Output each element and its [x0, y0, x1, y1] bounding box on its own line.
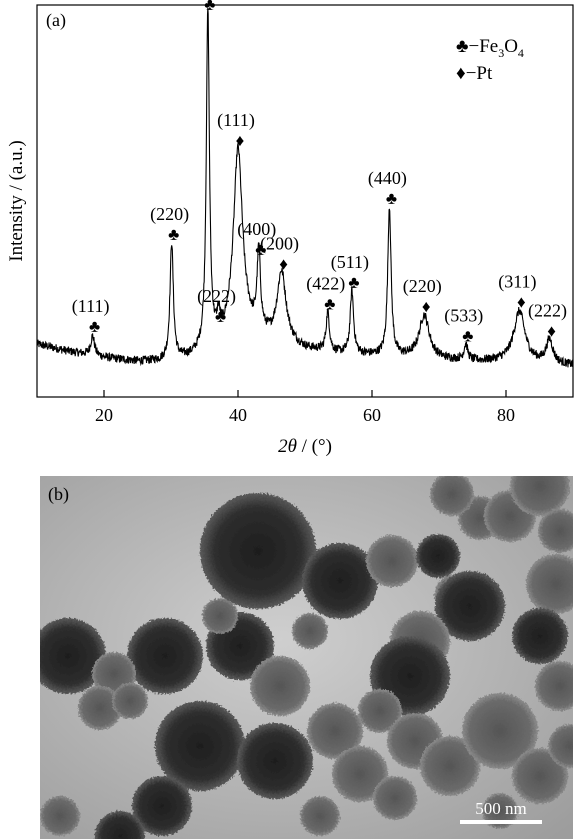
x-axis-unit: / (°): [297, 436, 332, 457]
nanoparticle-2: [366, 535, 418, 587]
peak-marker-club-7: ♣: [324, 294, 335, 313]
peak-label-11: (533): [444, 306, 483, 327]
x-tick-label-80: 80: [497, 405, 515, 425]
peak-marker-club-0: ♣: [89, 317, 100, 336]
nanoparticle-27: [112, 683, 148, 719]
peak-label-7: (422): [306, 273, 345, 294]
peak-label-10: (220): [403, 276, 442, 297]
panel-label-b: (b): [48, 484, 69, 505]
peak-marker-club-9: ♣: [386, 189, 397, 208]
nanoparticle-31: [332, 746, 388, 802]
legend-diamond-symbol: ♦: [456, 63, 466, 84]
x-tick-label-60: 60: [363, 405, 381, 425]
xrd-trace: [36, 7, 574, 368]
peak-marker-club-2: ♣: [204, 0, 215, 14]
nanoparticle-17: [420, 736, 480, 796]
peak-label-4: (111): [217, 110, 255, 131]
nanoparticle-28: [155, 701, 245, 791]
nanoparticle-34: [132, 776, 192, 836]
scale-bar-label: 500 nm: [475, 799, 526, 818]
x-axis-symbol: 2θ: [278, 436, 297, 457]
nanoparticle-12: [435, 571, 505, 641]
nanoparticle-39: [548, 724, 573, 768]
nanoparticle-38: [292, 613, 328, 649]
nanoparticle-19: [512, 748, 568, 804]
legend-dash: −: [468, 36, 479, 57]
legend-club-symbol: ♣: [456, 36, 468, 57]
nanoparticle-10: [526, 554, 573, 614]
peak-marker-club-5: ♣: [255, 240, 266, 259]
nanoparticle-37: [202, 598, 238, 634]
nanoparticle-21: [127, 618, 203, 694]
peak-marker-diamond-10: ♦: [422, 297, 431, 316]
plot-frame: [36, 4, 574, 398]
peak-label-6: (200): [260, 234, 299, 255]
legend-entry-fe3o4: ♣−Fe3O4: [456, 36, 524, 60]
nanoparticle-35: [95, 811, 145, 839]
peak-marker-diamond-6: ♦: [279, 255, 288, 274]
nanoparticle-8: [510, 476, 570, 516]
nanoparticle-9: [538, 509, 573, 553]
peak-label-12: (311): [498, 272, 536, 293]
legend-fe-label: Fe: [479, 36, 498, 57]
nanoparticle-6: [430, 476, 474, 516]
tem-micrograph: (b) 500 nm: [40, 476, 573, 839]
nanoparticle-26: [78, 686, 122, 730]
peak-marker-diamond-13: ♦: [547, 322, 556, 341]
x-axis-ticks: 20 40 60 80: [95, 390, 515, 425]
peak-marker-club-1: ♣: [168, 225, 179, 244]
nanoparticle-36: [40, 796, 80, 836]
scale-bar: [460, 820, 542, 824]
y-axis-label: Intensity / (a.u.): [6, 140, 27, 261]
nanoparticle-20: [535, 661, 573, 711]
x-tick-label-20: 20: [95, 405, 113, 425]
nanoparticle-cluster: [40, 476, 573, 839]
panel-label-a: (a): [46, 10, 66, 31]
nanoparticle-15: [358, 689, 402, 733]
peak-marker-club-8: ♣: [348, 273, 359, 292]
nanoparticle-23: [250, 656, 310, 716]
peak-label-3: (222): [197, 286, 236, 307]
nanoparticle-30: [307, 703, 363, 759]
nanoparticle-11: [512, 608, 568, 664]
peak-label-8: (511): [331, 252, 369, 273]
legend-o-label: O: [504, 36, 518, 57]
x-tick-label-40: 40: [229, 405, 247, 425]
peak-marker-diamond-4: ♦: [236, 131, 245, 150]
nanoparticle-33: [300, 796, 340, 836]
legend-sub-4: 4: [518, 46, 524, 60]
x-axis-label: 2θ / (°): [278, 436, 332, 457]
legend-dash: −: [466, 63, 477, 84]
nanoparticle-29: [237, 723, 313, 799]
nanoparticle-18: [462, 693, 538, 769]
nanoparticle-0: [200, 493, 316, 609]
legend-entry-pt: ♦−Pt: [456, 63, 493, 84]
legend: ♣−Fe3O4 ♦−Pt: [456, 36, 524, 84]
legend-pt-label: Pt: [476, 63, 493, 84]
peak-label-1: (220): [150, 204, 189, 225]
peak-label-0: (111): [72, 296, 110, 317]
peak-label-9: (440): [368, 168, 407, 189]
peak-label-5: (400): [237, 219, 276, 240]
peak-labels: ♣(111)♣(220)♣(311)♣(222)♦(111)♣(400)♦(20…: [72, 0, 567, 346]
nanoparticle-32: [373, 776, 417, 820]
peak-marker-club-3: ♣: [215, 307, 226, 326]
peak-marker-diamond-12: ♦: [517, 293, 526, 312]
nanoparticle-1: [302, 543, 378, 619]
nanoparticle-24: [40, 618, 106, 694]
nanoparticle-3: [416, 534, 460, 578]
legend-sub-3: 3: [498, 46, 504, 60]
peak-marker-club-11: ♣: [462, 327, 473, 346]
peak-label-13: (222): [528, 301, 567, 322]
